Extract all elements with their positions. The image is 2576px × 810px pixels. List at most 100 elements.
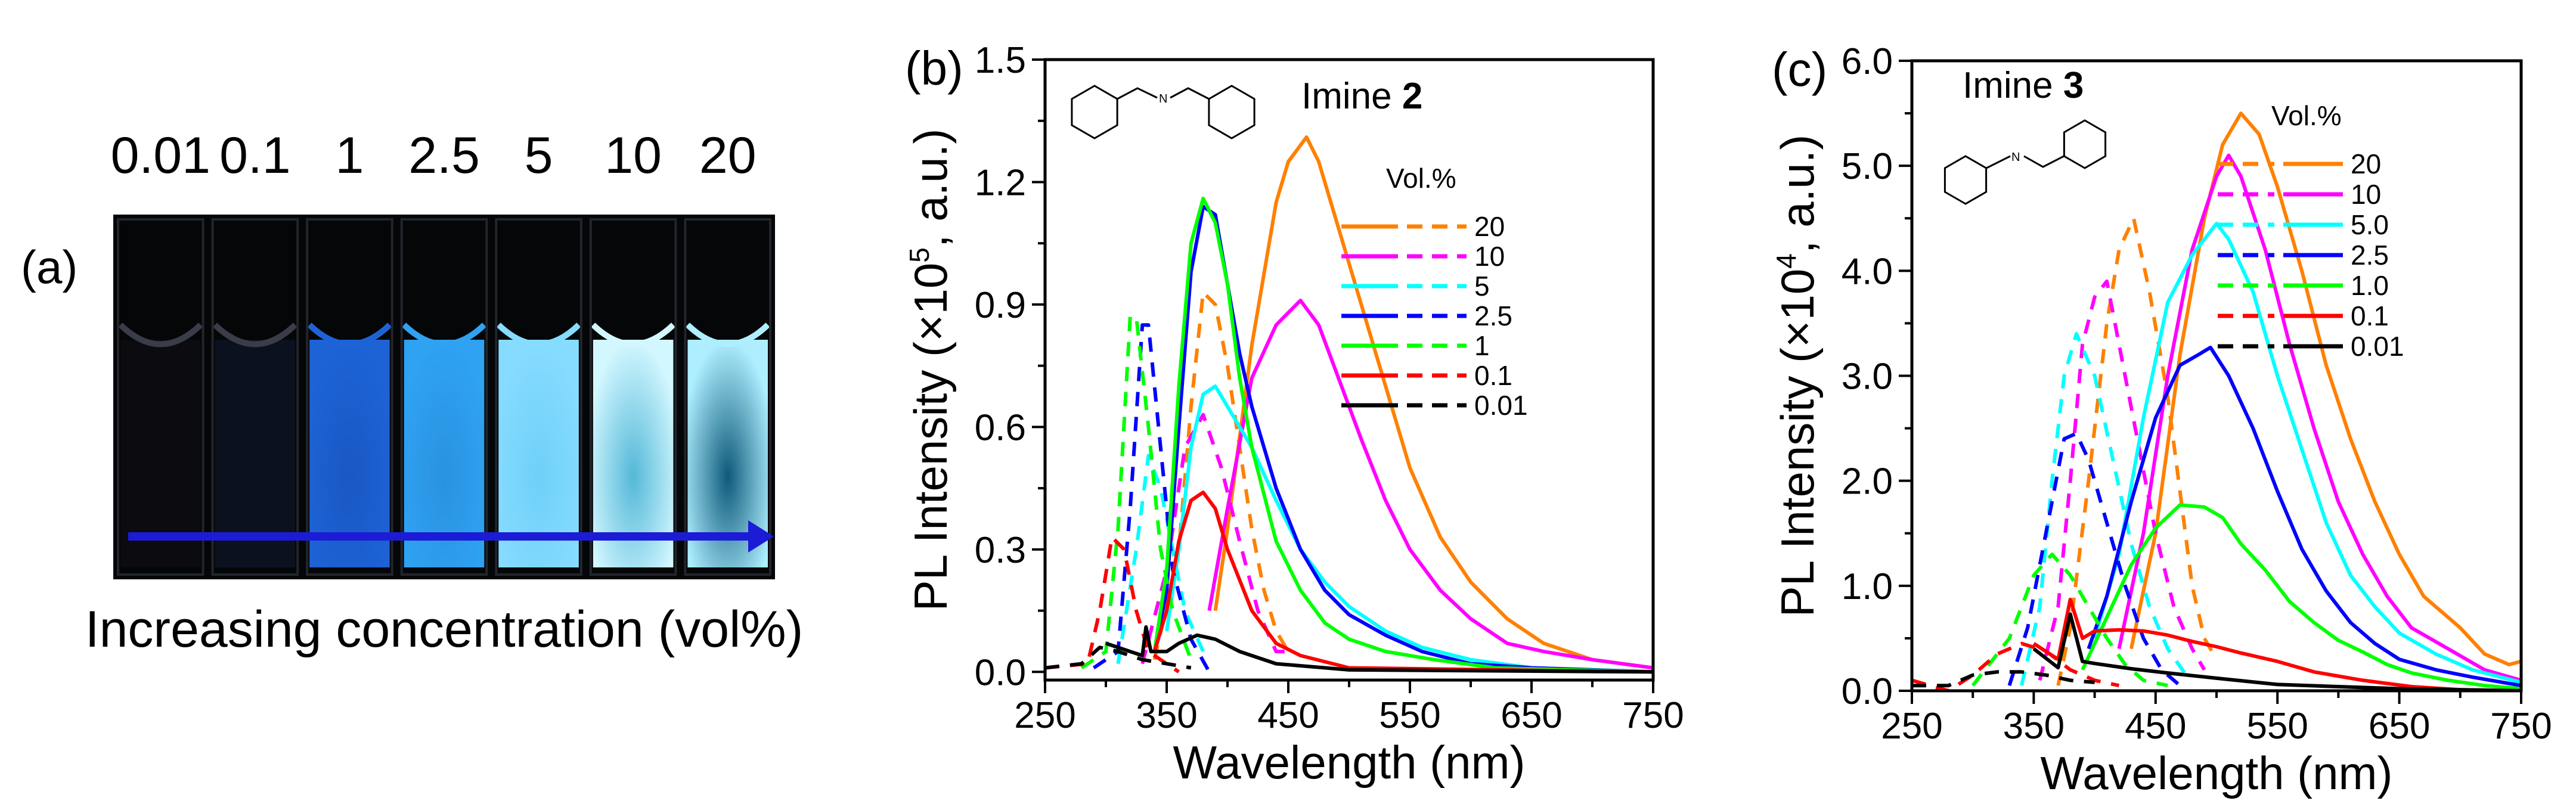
cuvette-solution: [120, 340, 201, 567]
cuvette: [306, 218, 393, 576]
y-tick-label: 6.0: [1842, 41, 1893, 82]
series-line-0.1-solid: [2032, 597, 2521, 691]
cuvette: [211, 218, 299, 576]
panel-c-chart: 250 350 450 550 650 750 0.0 1.0 2.0 3.0 4.0 5.0 6.0 W…: [1771, 41, 2552, 799]
y-tick-label: 0.9: [975, 285, 1026, 326]
series-line-2.5-solid: [1152, 204, 1653, 674]
concentration-label: 1: [336, 127, 364, 184]
series-line-5.0-dashed: [2020, 332, 2188, 686]
cuvette-meniscus: [591, 322, 675, 347]
ring: [1208, 85, 1256, 139]
x-tick-label: 450: [2125, 706, 2186, 747]
x-tick-label: 750: [1622, 695, 1684, 736]
legend-label: 0.01: [2351, 331, 2404, 362]
series-line-0.1-dashed: [1045, 535, 1180, 674]
x-tick-label: 650: [1501, 695, 1562, 736]
panel-a-label: (a): [21, 241, 78, 293]
series-line-1.0-dashed: [1971, 553, 2168, 688]
y-axis-title-tail: , a.u.): [1771, 135, 1824, 253]
plot-frame: [1043, 58, 1655, 682]
y-axis-title: PL Intensity (×105, a.u.): [904, 129, 957, 612]
series-line-0.01-dashed: [1045, 645, 1192, 670]
cuvette-meniscus: [685, 322, 770, 347]
caption: Increasing concentration (vol%): [85, 601, 804, 658]
legend-label: 5.0: [2351, 209, 2389, 240]
x-tick-label: 750: [2490, 706, 2552, 747]
legend-label: 10: [2351, 179, 2381, 210]
series-line-10-solid: [1207, 299, 1653, 670]
plot-frame: [1910, 59, 2523, 693]
cuvette: [400, 218, 488, 576]
series-line-20-dashed: [1152, 290, 1290, 660]
y-tick-label: 0.0: [975, 652, 1026, 693]
cuvette-meniscus: [402, 322, 486, 347]
x-tick-label: 250: [1881, 706, 1942, 747]
bond: [1986, 155, 2011, 169]
legend-label: 20: [1474, 211, 1505, 242]
arrow-head-icon: [748, 520, 774, 553]
molecule-structure: [1071, 85, 1256, 139]
series-line-10-dashed: [2038, 279, 2206, 681]
series-line-0.01-solid: [2032, 612, 2521, 691]
legend-label: 0.1: [1474, 360, 1512, 391]
x-tick-label: 350: [2003, 706, 2064, 747]
bond: [1117, 87, 1158, 100]
series-line-0.1-dashed: [1912, 641, 2120, 691]
legend-label: 0.1: [2351, 300, 2389, 331]
ring: [2063, 119, 2107, 169]
concentration-label: 0.1: [219, 127, 291, 184]
y-axis-title-main: PL Intensity (×10: [904, 263, 957, 612]
concentration-label: 10: [605, 127, 662, 184]
series-line-10-solid: [2117, 153, 2521, 682]
legend-label: 5: [1474, 271, 1490, 302]
legend-label: 1.0: [2351, 270, 2389, 301]
legend-label: 2.5: [1474, 300, 1512, 331]
panel-label: (c): [1772, 43, 1827, 96]
plot-area: [1912, 111, 2521, 691]
series-line-20-solid: [1213, 135, 1653, 670]
compound-number: 2: [1402, 76, 1422, 117]
cuvette-meniscus: [213, 322, 297, 347]
concentration-label: 20: [699, 127, 757, 184]
legend-label: 2.5: [2351, 240, 2389, 271]
x-axis-title: Wavelength (nm): [2041, 747, 2393, 799]
increasing-arrow: [128, 520, 774, 553]
legend-label: 20: [2351, 148, 2381, 179]
concentration-label: 2.5: [408, 127, 480, 184]
legend-title: Vol.%: [2271, 100, 2342, 131]
x-tick-label: 350: [1136, 695, 1197, 736]
y-axis-title-exponent: 5: [904, 247, 935, 263]
series-line-1-solid: [1152, 196, 1653, 674]
x-tick-label: 450: [1257, 695, 1319, 736]
panel-b-chart: 250 350 450 550 650 750 0.0 0.3 0.6 0.9 1.2 1.5 Wave…: [904, 40, 1684, 789]
series-line-1.0-solid: [2081, 503, 2521, 691]
panel-label: (b): [905, 42, 963, 95]
nitrogen-atom: N: [2011, 151, 2020, 164]
series-line-0.01-solid: [1105, 625, 1653, 674]
cuvette-solution: [498, 340, 579, 567]
compound-label: Imine 3: [1963, 65, 2084, 106]
cuvette: [684, 218, 772, 576]
compound-name: Imine: [1301, 76, 1402, 117]
y-axis-title-tail: , a.u.): [904, 129, 957, 247]
y-tick-label: 1.5: [975, 40, 1026, 81]
legend-label: 0.01: [1474, 390, 1528, 421]
legend-label: 10: [1474, 241, 1505, 272]
molecule-structure: [1943, 119, 2107, 205]
concentration-labels: 0.01 0.1 1 2.5 5 10 20: [111, 127, 757, 184]
series-line-0.1-solid: [1152, 491, 1653, 674]
x-axis-title: Wavelength (nm): [1173, 736, 1526, 789]
compound-name: Imine: [1963, 65, 2063, 106]
series-line-20-dashed: [2056, 216, 2218, 686]
x-tick-label: 550: [1379, 695, 1440, 736]
cuvette: [117, 218, 204, 576]
series-line-2.5-dashed: [1092, 323, 1211, 673]
y-axis-title: PL Intensity (×104, a.u.): [1771, 135, 1824, 617]
series-line-0.01-dashed: [1912, 670, 2095, 688]
cuvette-solution: [309, 340, 390, 567]
ring: [1943, 155, 1988, 205]
compound-number: 3: [2063, 65, 2084, 106]
